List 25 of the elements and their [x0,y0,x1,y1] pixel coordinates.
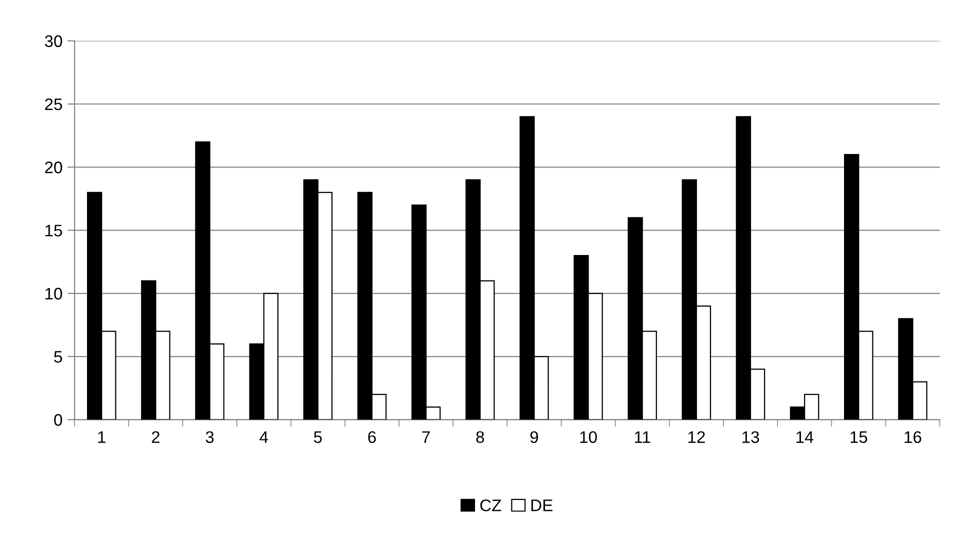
y-tick-label: 15 [45,224,62,236]
x-tick-label: 15 [850,431,868,444]
x-tick-label: 1 [98,431,106,443]
x-tick-label: 16 [904,431,922,444]
y-tick-label: 5 [54,351,62,363]
x-tick-label: 9 [530,431,538,444]
x-tick-label: 10 [580,431,597,444]
legend-label: CZ [480,499,502,512]
x-tick-label: 6 [368,431,376,444]
x-tick-label: 14 [796,431,814,443]
y-tick-label: 0 [54,414,62,426]
x-tick-label: 7 [422,431,430,443]
x-tick-label: 4 [260,431,268,443]
y-tick-label: 20 [45,162,62,174]
x-tick-label: 3 [206,431,214,444]
x-tick-label: 2 [152,431,160,443]
x-tick-label: 13 [742,431,760,444]
x-tick-label: 8 [476,431,484,444]
x-tick-label: 5 [314,431,322,444]
legend-label: DE [531,500,552,512]
y-tick-label: 30 [44,35,62,48]
y-tick-label: 10 [45,288,62,300]
y-tick-label: 25 [45,98,62,110]
x-tick-label: 11 [634,431,650,443]
x-tick-label: 12 [688,431,705,443]
